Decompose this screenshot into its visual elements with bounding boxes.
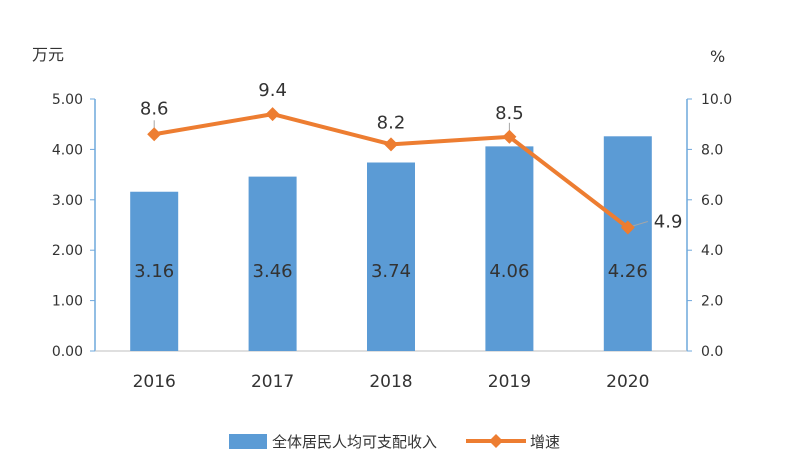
bar-label-2020: 4.26 <box>608 261 648 282</box>
left-axis-unit: 万元 <box>32 45 64 64</box>
left-axis-tick-label: 0.00 <box>52 344 83 360</box>
right-axis-tick-label: 6.0 <box>701 193 723 209</box>
bar-label-2016: 3.16 <box>134 261 174 282</box>
right-axis-tick-label: 2.0 <box>701 294 723 310</box>
legend: 全体居民人均可支配收入 增速 <box>229 433 560 451</box>
legend-line-label: 增速 <box>530 433 560 451</box>
x-tick-label-2019: 2019 <box>488 372 531 392</box>
bar-label-2019: 4.06 <box>489 261 529 282</box>
bar-label-2018: 3.74 <box>371 261 411 282</box>
x-tick-label-2018: 2018 <box>369 372 412 392</box>
left-axis-tick-label: 5.00 <box>52 92 83 108</box>
growth-marker-2020 <box>620 220 635 235</box>
growth-marker-2016 <box>147 127 162 142</box>
bar-2019 <box>485 146 534 351</box>
plot-area: 0.00 1.00 2.00 3.00 4.00 5.00 0.0 2.0 4.0 6.0 8.0 1… <box>52 80 732 392</box>
right-axis-unit: % <box>710 47 725 66</box>
x-tick-label-2017: 2017 <box>251 372 294 392</box>
left-axis-tick-label: 3.00 <box>52 193 83 209</box>
bar-2018 <box>367 162 415 351</box>
growth-label-2017: 9.4 <box>258 80 287 101</box>
x-tick-label-2016: 2016 <box>133 372 176 392</box>
right-axis-tick-label: 0.0 <box>701 344 723 360</box>
bar-2020 <box>603 136 652 351</box>
bar-2017 <box>248 176 297 351</box>
growth-label-2020: 4.9 <box>654 212 683 233</box>
growth-marker-2019 <box>502 129 517 144</box>
bar-2016 <box>130 191 179 351</box>
legend-bar-swatch <box>229 434 267 449</box>
growth-label-2016: 8.6 <box>140 98 169 119</box>
growth-marker-2017 <box>265 107 280 122</box>
bar-label-2017: 3.46 <box>253 261 293 282</box>
growth-label-2018: 8.2 <box>377 112 406 133</box>
left-axis-tick-label: 2.00 <box>52 243 83 259</box>
left-axis-tick-label: 1.00 <box>52 294 83 310</box>
right-axis-tick-label: 4.0 <box>701 243 723 259</box>
x-tick-label-2020: 2020 <box>606 372 649 392</box>
legend-line-marker <box>489 434 503 448</box>
right-axis-tick-label: 10.0 <box>701 92 732 108</box>
left-axis-tick-label: 4.00 <box>52 142 83 158</box>
growth-marker-2018 <box>384 137 398 152</box>
growth-label-2019: 8.5 <box>495 103 524 124</box>
legend-bar-label: 全体居民人均可支配收入 <box>272 433 437 451</box>
right-axis-tick-label: 8.0 <box>701 142 723 158</box>
